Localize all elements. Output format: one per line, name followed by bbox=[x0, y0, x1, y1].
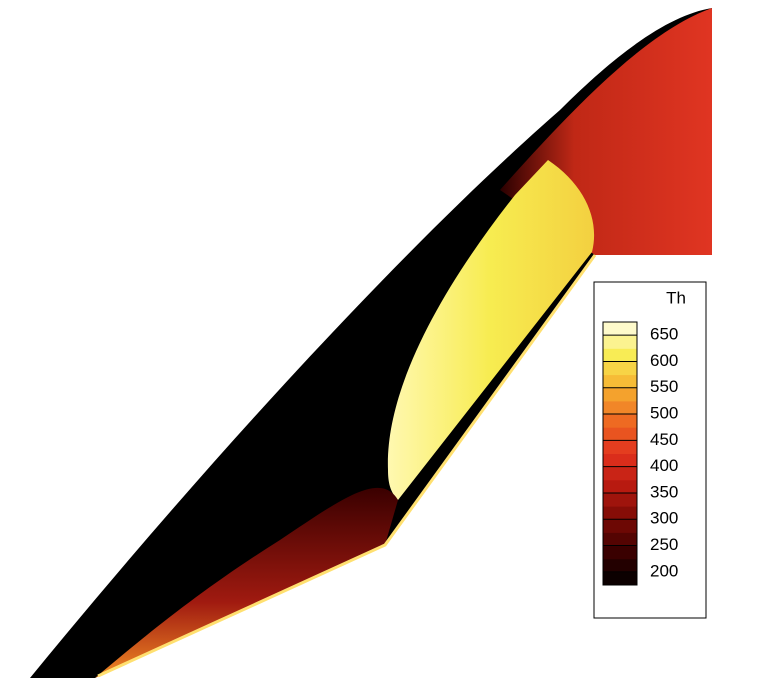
color-band bbox=[603, 466, 637, 481]
color-band bbox=[603, 322, 637, 336]
color-band bbox=[603, 374, 637, 389]
wall-edge bbox=[97, 254, 597, 678]
color-band bbox=[603, 440, 637, 454]
colorbar-tick-label: 300 bbox=[650, 509, 678, 528]
colorbar: 200 250 300 350 400 450 500 550 600 650 bbox=[602, 321, 678, 586]
color-band bbox=[603, 361, 637, 376]
peak-region bbox=[387, 160, 595, 500]
color-band bbox=[603, 571, 637, 586]
colorbar-tick-label: 400 bbox=[650, 456, 678, 475]
colorbar-tick-label: 600 bbox=[650, 351, 678, 370]
colorbar-frame bbox=[602, 321, 638, 586]
color-band bbox=[603, 532, 637, 547]
color-band bbox=[603, 479, 637, 494]
color-band bbox=[603, 545, 637, 560]
colorbar-tick-label: 350 bbox=[650, 482, 678, 501]
field bbox=[30, 8, 712, 678]
color-band bbox=[603, 348, 637, 362]
color-band bbox=[603, 492, 637, 507]
color-band bbox=[603, 519, 637, 533]
color-band bbox=[603, 427, 637, 441]
color-band bbox=[603, 558, 637, 573]
color-band bbox=[603, 453, 637, 468]
color-band bbox=[603, 387, 637, 402]
colorbar-tick-label: 550 bbox=[650, 377, 678, 396]
colorbar-tick-label: 250 bbox=[650, 535, 678, 554]
ramp-layer bbox=[95, 487, 398, 678]
colorbar-tick-label: 200 bbox=[650, 561, 678, 580]
color-band bbox=[603, 414, 637, 428]
color-band bbox=[603, 335, 637, 349]
colorbar-tick-label: 450 bbox=[650, 430, 678, 449]
colorbar-title: Th bbox=[666, 288, 686, 307]
color-band bbox=[603, 400, 637, 415]
color-band bbox=[603, 506, 637, 520]
colorbar-tick-label: 500 bbox=[650, 404, 678, 423]
colorbar-tick-label: 650 bbox=[650, 325, 678, 344]
